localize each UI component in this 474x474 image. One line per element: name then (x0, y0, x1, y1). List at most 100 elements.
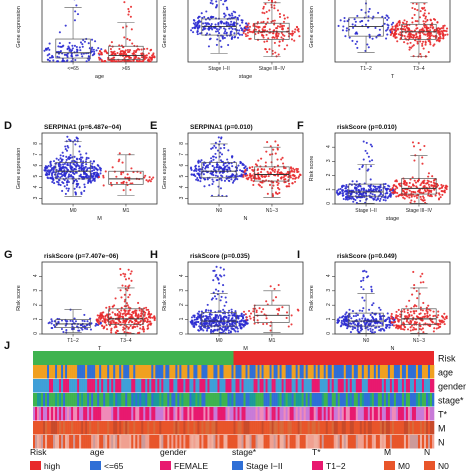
heatmap-cell (81, 365, 84, 379)
heatmap-cell (57, 393, 60, 407)
data-point (378, 189, 381, 192)
data-point (85, 173, 88, 176)
data-point (215, 28, 218, 31)
heatmap-cell (425, 379, 429, 393)
heatmap-cell (329, 379, 333, 393)
data-point (215, 163, 219, 166)
data-point (348, 197, 351, 200)
data-point (112, 321, 115, 324)
data-point (428, 189, 431, 192)
heatmap-cell (211, 421, 214, 435)
data-point (412, 190, 415, 193)
heatmap-cell (89, 393, 92, 407)
panel-title: riskScore (p=0.010) (337, 124, 397, 131)
data-point (395, 180, 398, 183)
data-point (201, 16, 204, 19)
heatmap-cell (125, 407, 128, 421)
heatmap-cell (221, 407, 224, 421)
data-point (378, 186, 381, 190)
heatmap-cell (269, 365, 272, 379)
data-point (221, 171, 224, 174)
heatmap-row-risk: Risk (33, 351, 456, 365)
heatmap-cell (225, 379, 228, 393)
heatmap-cell (73, 393, 76, 407)
heatmap-cell (319, 393, 323, 407)
data-point (272, 184, 275, 187)
heatmap-cell (265, 393, 268, 407)
data-point (270, 168, 273, 171)
data-point (362, 276, 365, 279)
data-point (228, 27, 231, 30)
heatmap-cell (241, 365, 244, 379)
data-point (207, 326, 210, 329)
data-point (110, 41, 113, 44)
data-point (124, 322, 127, 325)
data-point (273, 41, 276, 44)
heatmap-cell (109, 379, 112, 393)
heatmap-cell (175, 421, 178, 435)
heatmap-cell (271, 407, 274, 421)
heatmap-cell (85, 421, 88, 435)
data-point (348, 308, 351, 311)
data-point (207, 16, 210, 20)
heatmap-cell (241, 379, 244, 393)
data-point (138, 331, 141, 334)
heatmap-cell (71, 365, 74, 379)
data-point (433, 327, 436, 330)
data-point (234, 310, 237, 313)
data-point (356, 322, 360, 325)
heatmap-cell (183, 407, 186, 421)
heatmap-cell (51, 407, 54, 421)
data-point (193, 318, 196, 321)
data-point (296, 167, 299, 171)
y-tick-label: 4 (33, 185, 39, 188)
data-point (51, 180, 54, 184)
heatmap-cell (37, 379, 40, 393)
data-point (217, 310, 220, 313)
heatmap-cell (393, 393, 397, 407)
heatmap-cell (109, 365, 112, 379)
heatmap-cell (225, 421, 228, 435)
data-point (116, 329, 119, 332)
heatmap-cell (59, 421, 62, 435)
data-point (341, 192, 344, 195)
heatmap-cell (429, 379, 433, 393)
data-point (267, 37, 270, 40)
data-point (438, 37, 441, 40)
data-point (295, 176, 298, 179)
data-point (368, 36, 371, 39)
heatmap-cell (151, 407, 154, 421)
data-point (104, 319, 107, 322)
heatmap-cell (179, 393, 182, 407)
heatmap-cell (289, 421, 292, 435)
data-point (421, 7, 424, 10)
data-point (73, 163, 76, 166)
heatmap-cell (185, 393, 188, 407)
heatmap-cell (133, 407, 136, 421)
data-point (149, 320, 152, 323)
data-point (405, 188, 409, 191)
data-point (354, 42, 357, 46)
heatmap-cell (63, 421, 66, 435)
data-point (206, 22, 210, 25)
heatmap-cell (169, 379, 172, 393)
data-point (249, 37, 252, 40)
data-point (360, 280, 363, 283)
data-point (278, 44, 281, 47)
heatmap-cell (299, 365, 302, 379)
heatmap-cell (305, 365, 308, 379)
data-point (151, 316, 154, 319)
data-point (413, 179, 416, 182)
data-point (230, 26, 233, 29)
data-point (371, 37, 374, 40)
data-point (45, 173, 49, 177)
heatmap-cell (329, 393, 333, 407)
heatmap-cell (405, 365, 409, 379)
data-point (383, 319, 387, 322)
data-point (429, 319, 432, 322)
data-point (283, 48, 286, 51)
data-point (367, 155, 370, 158)
data-point (278, 25, 282, 28)
data-point (425, 309, 428, 312)
data-point (429, 309, 432, 312)
